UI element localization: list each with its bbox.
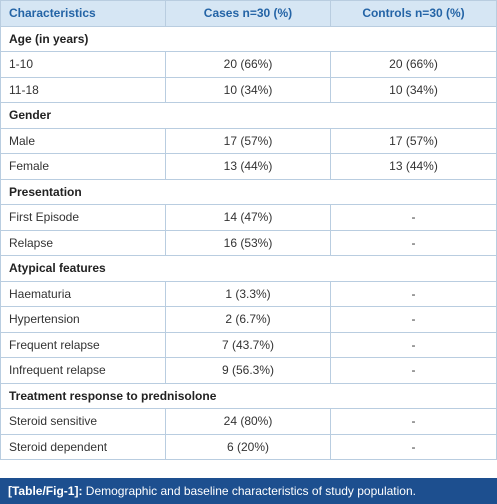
section-row: Age (in years): [0, 25, 497, 52]
section-title: Age (in years): [0, 25, 497, 52]
data-row: Steroid dependent 6 (20%) -: [0, 433, 497, 460]
cell: -: [330, 229, 497, 256]
section-row: Presentation: [0, 178, 497, 205]
data-row: Hypertension 2 (6.7%) -: [0, 306, 497, 333]
data-row: 11-18 10 (34%) 10 (34%): [0, 76, 497, 103]
data-row: First Episode 14 (47%) -: [0, 204, 497, 231]
cell: -: [330, 433, 497, 460]
data-row: Steroid sensitive 24 (80%) -: [0, 408, 497, 435]
cell: -: [330, 280, 497, 307]
row-label: Frequent relapse: [0, 331, 166, 358]
header-cell: Characteristics: [0, 0, 166, 27]
row-label: First Episode: [0, 204, 166, 231]
cell: -: [330, 204, 497, 231]
header-row: Characteristics Cases n=30 (%) Controls …: [0, 0, 497, 27]
table-body: Age (in years) 1-10 20 (66%) 20 (66%) 11-18 1…: [0, 25, 497, 460]
section-title: Atypical features: [0, 255, 497, 282]
cell: 17 (57%): [330, 127, 497, 154]
cell: 7 (43.7%): [165, 331, 331, 358]
cell: 10 (34%): [165, 76, 331, 103]
cell: -: [330, 306, 497, 333]
caption-text: Demographic and baseline characteristics…: [85, 484, 416, 498]
cell: 20 (66%): [165, 51, 331, 78]
cell: 13 (44%): [165, 153, 331, 180]
cell: 20 (66%): [330, 51, 497, 78]
header-cell: Cases n=30 (%): [165, 0, 331, 27]
data-row: Relapse 16 (53%) -: [0, 229, 497, 256]
section-title: Treatment response to prednisolone: [0, 382, 497, 409]
section-row: Treatment response to prednisolone: [0, 382, 497, 409]
row-label: Steroid dependent: [0, 433, 166, 460]
row-label: 11-18: [0, 76, 166, 103]
cell: -: [330, 357, 497, 384]
cell: 24 (80%): [165, 408, 331, 435]
cell: 16 (53%): [165, 229, 331, 256]
caption-label: [Table/Fig-1]:: [8, 484, 83, 498]
caption: [Table/Fig-1]: Demographic and baseline …: [0, 478, 497, 504]
data-row: Haematuria 1 (3.3%) -: [0, 280, 497, 307]
data-row: Frequent relapse 7 (43.7%) -: [0, 331, 497, 358]
cell: 9 (56.3%): [165, 357, 331, 384]
header-cell: Controls n=30 (%): [330, 0, 497, 27]
data-row: Infrequent relapse 9 (56.3%) -: [0, 357, 497, 384]
cell: 6 (20%): [165, 433, 331, 460]
row-label: Steroid sensitive: [0, 408, 166, 435]
row-label: Infrequent relapse: [0, 357, 166, 384]
cell: 1 (3.3%): [165, 280, 331, 307]
row-label: Hypertension: [0, 306, 166, 333]
section-row: Gender: [0, 102, 497, 129]
section-row: Atypical features: [0, 255, 497, 282]
section-title: Gender: [0, 102, 497, 129]
data-row: Female 13 (44%) 13 (44%): [0, 153, 497, 180]
cell: -: [330, 331, 497, 358]
table: Characteristics Cases n=30 (%) Controls …: [0, 0, 497, 460]
row-label: Male: [0, 127, 166, 154]
row-label: 1-10: [0, 51, 166, 78]
cell: 2 (6.7%): [165, 306, 331, 333]
row-label: Relapse: [0, 229, 166, 256]
data-row: Male 17 (57%) 17 (57%): [0, 127, 497, 154]
cell: 10 (34%): [330, 76, 497, 103]
cell: -: [330, 408, 497, 435]
cell: 17 (57%): [165, 127, 331, 154]
cell: 14 (47%): [165, 204, 331, 231]
cell: 13 (44%): [330, 153, 497, 180]
row-label: Haematuria: [0, 280, 166, 307]
row-label: Female: [0, 153, 166, 180]
data-row: 1-10 20 (66%) 20 (66%): [0, 51, 497, 78]
section-title: Presentation: [0, 178, 497, 205]
